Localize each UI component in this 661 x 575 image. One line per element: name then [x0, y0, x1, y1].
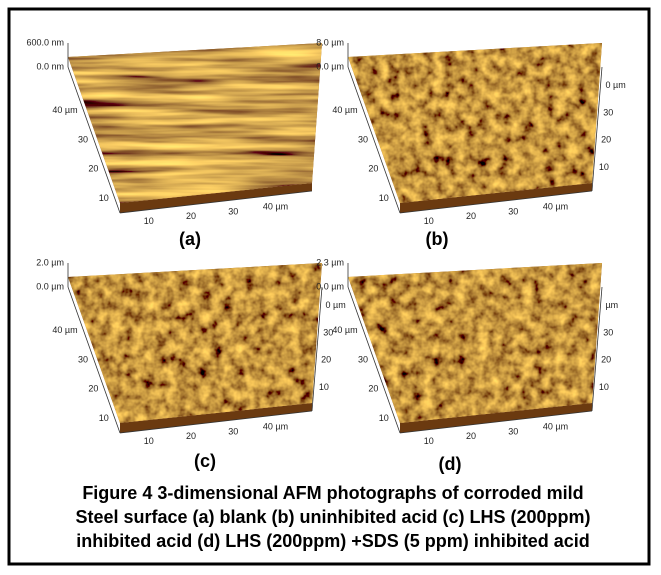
left-tick-label: 20 [88, 384, 98, 394]
z-base-label: 0.0 nm [36, 61, 64, 71]
left-tick-label: 40 µm [332, 325, 357, 335]
bottom-tick-label: 40 µm [263, 202, 288, 212]
bottom-tick-label: 30 [228, 206, 238, 216]
z-top-label: 2.0 µm [36, 257, 64, 267]
bottom-tick-label: 20 [466, 211, 476, 221]
bottom-tick-label: 10 [424, 216, 434, 226]
bottom-tick-label: 40 µm [263, 422, 288, 432]
figure: 600.0 nm 0.0 nm 40 µm 30 20 10 10 20 30 40 µm (a) 8… [0, 0, 661, 575]
left-tick-label: 10 [99, 193, 109, 203]
left-tick-label: 10 [379, 413, 389, 423]
caption-line: Steel surface (a) blank (b) uninhibited … [75, 507, 590, 527]
right-tick-label: µm [606, 300, 619, 310]
panel-label: (d) [439, 454, 462, 474]
left-tick-label: 20 [368, 164, 378, 174]
bottom-tick-label: 30 [508, 206, 518, 216]
bottom-tick-label: 40 µm [543, 422, 568, 432]
right-tick-label: 0 µm [606, 80, 626, 90]
z-base-label: 0.0 µm [316, 61, 344, 71]
right-tick-label: 0 µm [326, 300, 346, 310]
bottom-tick-label: 20 [186, 211, 196, 221]
panel-label: (c) [194, 451, 216, 471]
left-tick-label: 20 [368, 384, 378, 394]
bottom-tick-label: 10 [424, 436, 434, 446]
right-tick-label: 30 [603, 327, 613, 337]
left-tick-label: 40 µm [52, 105, 77, 115]
left-tick-label: 20 [88, 164, 98, 174]
left-tick-label: 30 [78, 354, 88, 364]
left-tick-label: 40 µm [52, 325, 77, 335]
bottom-tick-label: 20 [466, 431, 476, 441]
left-tick-label: 40 µm [332, 105, 357, 115]
z-base-label: 0.0 µm [36, 281, 64, 291]
left-tick-label: 30 [358, 134, 368, 144]
left-tick-label: 10 [99, 413, 109, 423]
right-tick-label: 10 [599, 382, 609, 392]
z-top-label: 600.0 nm [26, 37, 64, 47]
right-tick-label: 10 [599, 162, 609, 172]
right-tick-label: 20 [601, 355, 611, 365]
right-tick-label: 20 [601, 135, 611, 145]
bottom-tick-label: 30 [228, 426, 238, 436]
caption-line: Figure 4 3-dimensional AFM photographs o… [82, 483, 583, 503]
caption: Figure 4 3-dimensional AFM photographs o… [75, 483, 590, 551]
z-base-label: 0.0 µm [316, 281, 344, 291]
bottom-tick-label: 30 [508, 426, 518, 436]
left-tick-label: 30 [78, 134, 88, 144]
left-tick-label: 30 [358, 354, 368, 364]
right-tick-label: 10 [319, 382, 329, 392]
left-tick-label: 10 [379, 193, 389, 203]
bottom-tick-label: 20 [186, 431, 196, 441]
bottom-tick-label: 10 [144, 216, 154, 226]
caption-line: inhibited acid (d) LHS (200ppm) +SDS (5 … [76, 531, 590, 551]
z-top-label: 2.3 µm [316, 257, 344, 267]
right-tick-label: 20 [321, 355, 331, 365]
panel-label: (a) [179, 229, 201, 249]
right-tick-label: 30 [603, 107, 613, 117]
z-top-label: 8.0 µm [316, 37, 344, 47]
bottom-tick-label: 10 [144, 436, 154, 446]
bottom-tick-label: 40 µm [543, 202, 568, 212]
panel-label: (b) [426, 229, 449, 249]
